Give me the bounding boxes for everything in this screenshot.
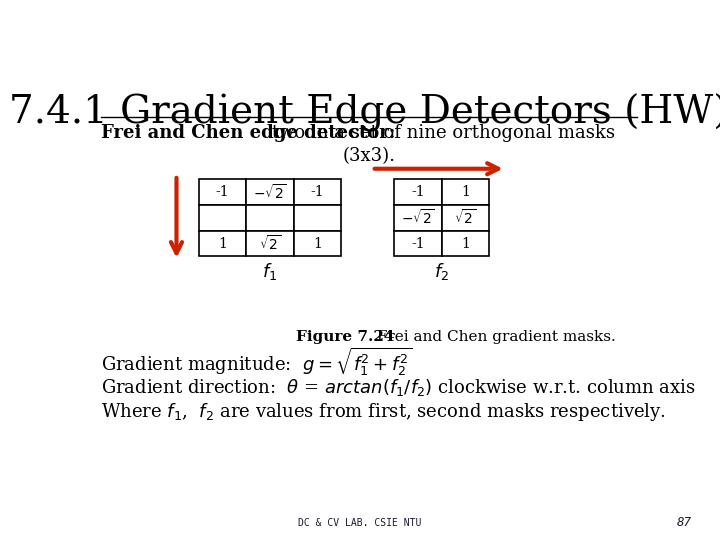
Text: $\sqrt{2}$: $\sqrt{2}$ <box>259 234 281 253</box>
Bar <box>294 205 341 231</box>
Text: DC & CV LAB. CSIE NTU: DC & CV LAB. CSIE NTU <box>298 518 422 528</box>
Text: $f_2$: $f_2$ <box>434 260 449 281</box>
Text: 87: 87 <box>677 516 691 529</box>
Text: -1: -1 <box>411 185 425 199</box>
Text: Where $f_1$,  $f_2$ are values from first, second masks respectively.: Where $f_1$, $f_2$ are values from first… <box>101 401 666 423</box>
Text: two in a set of nine orthogonal masks: two in a set of nine orthogonal masks <box>266 124 615 143</box>
Bar <box>294 179 341 205</box>
Bar <box>199 231 246 256</box>
Bar <box>394 231 441 256</box>
Text: Gradient magnitude:  $g = \sqrt{f_1^2 + f_2^2}$: Gradient magnitude: $g = \sqrt{f_1^2 + f… <box>101 346 412 379</box>
Bar <box>394 179 441 205</box>
Text: $\sqrt{2}$: $\sqrt{2}$ <box>454 208 477 227</box>
Bar <box>246 179 294 205</box>
Text: $-\sqrt{2}$: $-\sqrt{2}$ <box>401 208 435 227</box>
Text: $-\sqrt{2}$: $-\sqrt{2}$ <box>253 183 287 201</box>
Text: -1: -1 <box>310 185 324 199</box>
Bar <box>199 179 246 205</box>
Text: Gradient direction:  $\theta$ = $\it{arctan(f_1/f_2)}$ clockwise w.r.t. column a: Gradient direction: $\theta$ = $\it{arct… <box>101 376 696 397</box>
Text: -1: -1 <box>411 237 425 251</box>
Text: 1: 1 <box>218 237 227 251</box>
Bar <box>199 205 246 231</box>
Bar <box>441 205 489 231</box>
Bar <box>246 231 294 256</box>
Bar <box>441 179 489 205</box>
Bar <box>294 231 341 256</box>
Text: 1: 1 <box>313 237 322 251</box>
Text: $f_1$: $f_1$ <box>262 260 278 281</box>
Text: 1: 1 <box>461 185 469 199</box>
Text: 7.4.1 Gradient Edge Detectors (HW): 7.4.1 Gradient Edge Detectors (HW) <box>9 94 720 132</box>
Bar <box>246 205 294 231</box>
Text: Figure 7.24: Figure 7.24 <box>297 330 395 344</box>
Text: 1: 1 <box>461 237 469 251</box>
Text: Frei and Chen edge detector:: Frei and Chen edge detector: <box>101 124 395 143</box>
Text: Frei and Chen gradient masks.: Frei and Chen gradient masks. <box>372 330 616 344</box>
Text: (3x3).: (3x3). <box>343 147 395 165</box>
Bar <box>394 205 441 231</box>
Text: -1: -1 <box>216 185 230 199</box>
Bar <box>441 231 489 256</box>
